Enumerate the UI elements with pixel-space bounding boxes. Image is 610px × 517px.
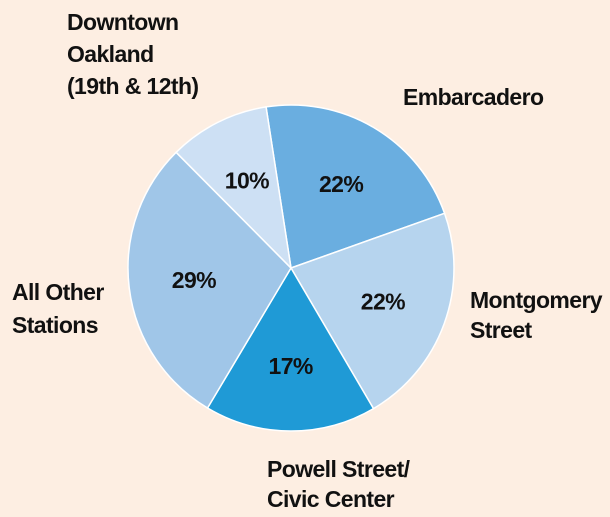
value-label: 22% — [361, 288, 405, 314]
slice-label: Powell Street/ — [267, 456, 411, 482]
slice-label: Oakland — [67, 41, 154, 67]
pie-slice — [289, 212, 455, 410]
value-label: 17% — [269, 353, 313, 379]
value-label: 29% — [172, 267, 216, 293]
value-label: 22% — [319, 171, 363, 197]
pie-slice — [127, 151, 292, 410]
value-label: 10% — [225, 168, 269, 194]
slice-label: Stations — [12, 312, 98, 338]
slice-label: Street — [470, 317, 533, 343]
pie-slice — [265, 104, 446, 270]
slice-label: All Other — [12, 279, 104, 305]
slice-label: Montgomery — [470, 287, 603, 313]
slice-label: Downtown — [67, 9, 178, 35]
slice-label: Civic Center — [267, 486, 395, 512]
slice-label: (19th & 12th) — [67, 73, 199, 99]
pie-slice — [175, 106, 293, 271]
slice-label: Embarcadero — [403, 84, 544, 110]
pie-slice — [206, 266, 375, 432]
